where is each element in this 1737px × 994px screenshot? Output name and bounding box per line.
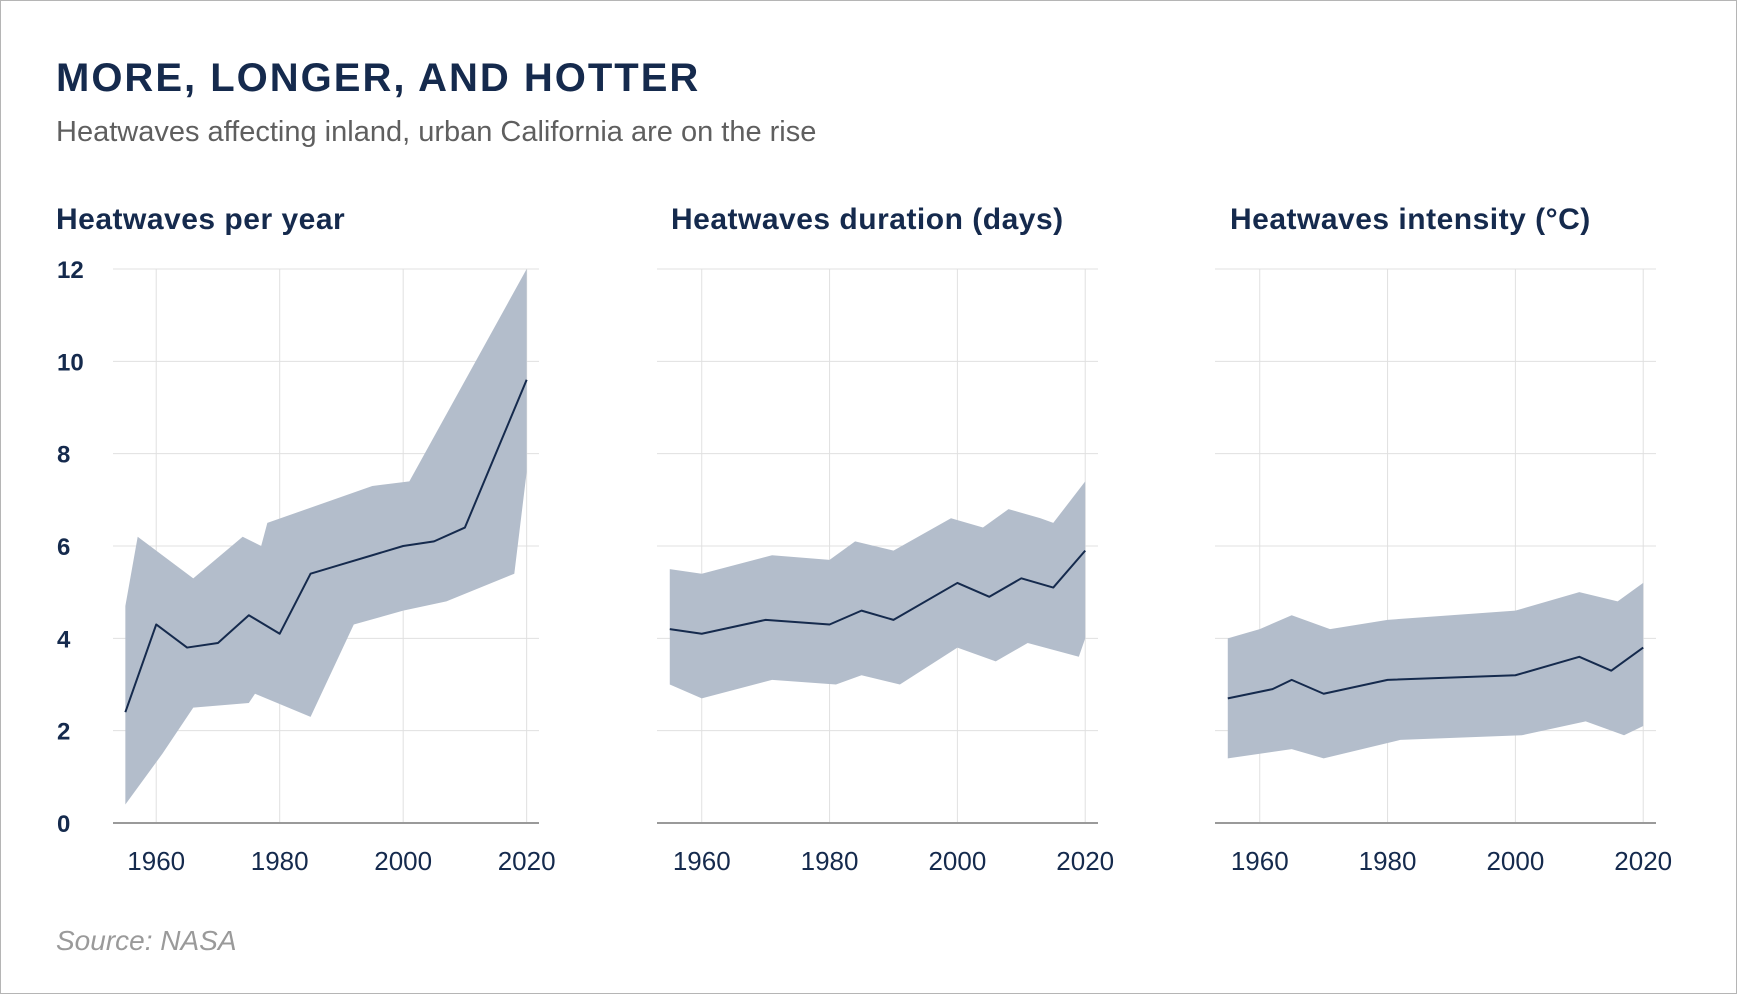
chart-panel-1: 1960 1980 2000 2020 <box>657 268 1114 876</box>
x-tick-label: 2000 <box>1486 846 1544 876</box>
y-tick-label: 2 <box>57 719 70 746</box>
uncertainty-band <box>1227 582 1644 759</box>
chart-subtitle: Heatwaves affecting inland, urban Califo… <box>56 116 817 148</box>
y-tick-label: 10 <box>57 349 84 376</box>
panel-title-intensity: Heatwaves intensity (°C) <box>1230 203 1591 236</box>
chart-panel-2: 1960 1980 2000 2020 <box>1215 268 1672 876</box>
series-line <box>124 379 528 713</box>
x-tick-label: 1980 <box>251 846 309 876</box>
x-tick-label: 2000 <box>928 846 986 876</box>
x-tick-label: 2020 <box>1614 846 1672 876</box>
x-tick-label: 2000 <box>374 846 432 876</box>
y-tick-label: 6 <box>57 534 70 561</box>
y-tick-label: 12 <box>57 257 84 284</box>
uncertainty-band <box>669 481 1086 699</box>
charts-svg: 1960 1980 2000 2020 0 2 4 6 8 10 12 1960 1980 2000 202… <box>57 257 1672 876</box>
x-tick-label: 1980 <box>1359 846 1417 876</box>
x-tick-label: 1960 <box>1231 846 1289 876</box>
x-tick-label: 2020 <box>1056 846 1114 876</box>
y-tick-label: 0 <box>57 811 70 838</box>
x-tick-label: 1980 <box>801 846 859 876</box>
y-tick-label: 4 <box>57 626 71 653</box>
x-tick-label: 1960 <box>127 846 185 876</box>
panel-title-duration: Heatwaves duration (days) <box>671 203 1064 236</box>
source-note: Source: NASA <box>56 925 237 956</box>
uncertainty-band <box>125 269 527 805</box>
x-tick-label: 2020 <box>498 846 556 876</box>
y-tick-label: 8 <box>57 442 70 469</box>
series-line <box>669 549 1086 635</box>
chart-title: MORE, LONGER, AND HOTTER <box>56 56 701 100</box>
chart-panel-0: 1960 1980 2000 2020 0 2 4 6 8 10 12 <box>57 257 556 876</box>
x-tick-label: 1960 <box>673 846 731 876</box>
series-line <box>1227 646 1644 700</box>
panel-title-per-year: Heatwaves per year <box>56 203 346 236</box>
